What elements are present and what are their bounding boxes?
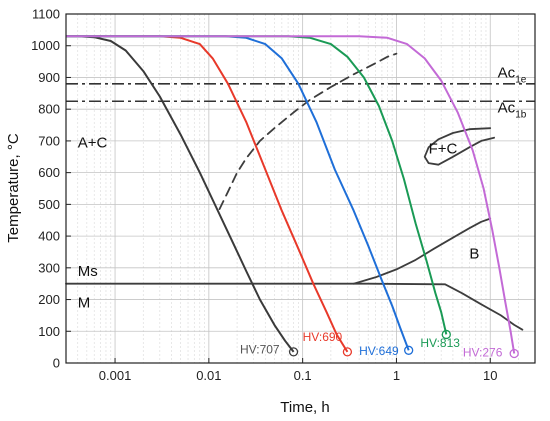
x-tick-label: 0.001 — [99, 368, 132, 383]
y-tick-label: 1000 — [31, 38, 60, 53]
annotation-b: B — [469, 245, 479, 262]
hv-label: HV:276 — [463, 346, 503, 360]
annotation-ac1e: Ac1e — [498, 64, 527, 85]
annotation-ms: Ms — [78, 263, 98, 280]
plot-border — [65, 13, 536, 364]
y-axis-title: Temperature, °C — [5, 133, 22, 243]
hv-label: HV:649 — [359, 344, 399, 358]
annotation-m: M — [78, 294, 91, 311]
y-tick-label: 100 — [38, 324, 60, 339]
annotations: Ac1e Ac1b A+C F+C B Ms M HV:707 HV:690 HV:649 HV:8… — [78, 64, 527, 359]
x-tick-label: 1 — [393, 368, 400, 383]
tick-labels: 0.001 0.01 0.1 1 100100200300400500600700800… — [31, 7, 497, 384]
y-tick-label: 0 — [53, 356, 60, 371]
plot-frame — [65, 13, 536, 364]
transformation-lines — [65, 52, 524, 331]
cooling-curve-2 — [66, 35, 349, 353]
y-tick-label: 1100 — [32, 7, 60, 22]
x-tick-label: 0.1 — [294, 368, 312, 383]
cooling-curve-4 — [66, 35, 448, 335]
transformation-line-4 — [65, 282, 524, 331]
annotation-ac1b: Ac1b — [498, 99, 527, 120]
x-tick-label: 0.01 — [196, 368, 221, 383]
cooling-curves — [66, 35, 519, 359]
curve-end-marker — [404, 345, 414, 355]
reference-lines — [66, 83, 535, 103]
y-tick-label: 900 — [38, 70, 60, 85]
x-tick-label: 10 — [483, 368, 497, 383]
y-tick-label: 700 — [38, 133, 60, 148]
hv-label: HV:813 — [420, 336, 460, 350]
y-tick-label: 200 — [38, 292, 60, 307]
y-tick-label: 400 — [38, 229, 60, 244]
x-axis-title: Time, h — [280, 399, 329, 416]
grid-layer — [65, 13, 535, 364]
y-tick-label: 800 — [38, 102, 60, 117]
curve-end-marker — [288, 347, 299, 357]
hv-label: HV:707 — [240, 342, 280, 356]
cooling-curve-3 — [66, 35, 410, 351]
y-tick-label: 300 — [38, 260, 60, 275]
transformation-line-3 — [352, 217, 492, 285]
annotation-ac: A+C — [78, 134, 108, 151]
annotation-fc: F+C — [429, 141, 458, 158]
transformation-line-1 — [218, 52, 398, 210]
curve-end-marker — [509, 348, 519, 359]
y-tick-label: 500 — [38, 197, 60, 212]
hv-label: HV:690 — [303, 330, 343, 344]
y-tick-label: 600 — [38, 165, 60, 180]
cooling-curve-5 — [66, 35, 516, 354]
curve-end-marker — [342, 347, 353, 357]
curve-end-marker — [441, 329, 451, 340]
cooling-curve-1 — [66, 35, 295, 353]
